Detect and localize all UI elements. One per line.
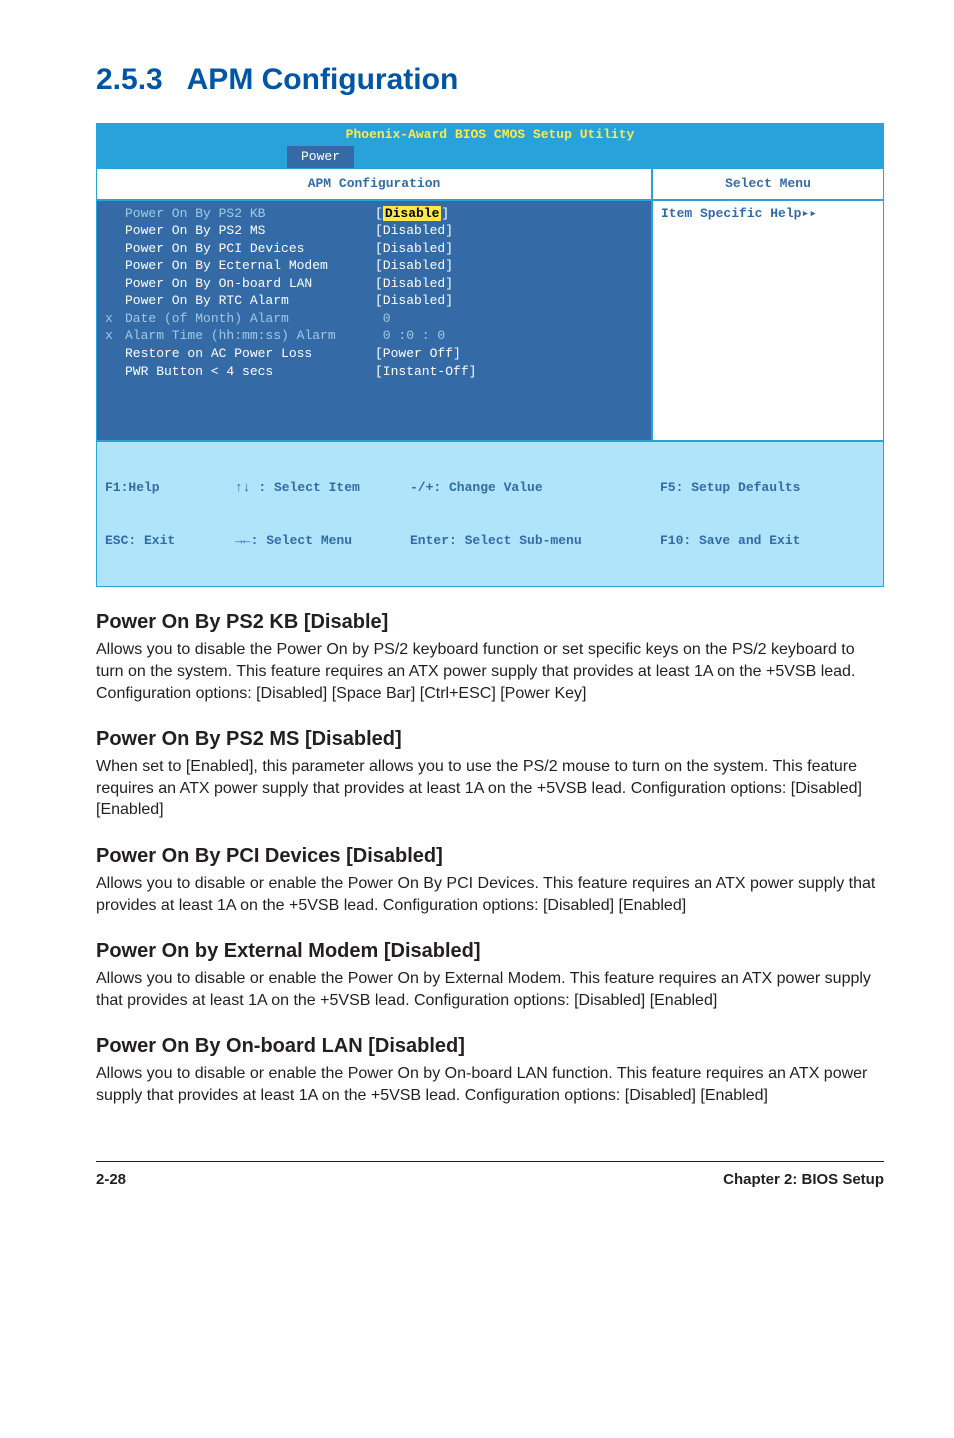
bios-right-pane: Select Menu Item Specific Help▸▸ [653,169,883,440]
page-footer: 2-28 Chapter 2: BIOS Setup [96,1161,884,1190]
bios-left-pane: APM Configuration Power On By PS2 KB[Dis… [97,169,653,440]
bios-row-value: 0 [375,310,643,328]
bios-screenshot: Phoenix-Award BIOS CMOS Setup Utility Po… [96,123,884,588]
bios-row-label: Power On By PCI Devices [125,240,375,258]
bios-setting-row: xAlarm Time (hh:mm:ss) Alarm 0 :0 : 0 [105,327,643,345]
bios-row-label: Restore on AC Power Loss [125,345,375,363]
footer-select-menu-hint: →←: Select Menu [235,532,410,550]
bios-row-marker [105,363,125,381]
bios-setting-row: Restore on AC Power Loss[Power Off] [105,345,643,363]
bios-footer-col1: F1:Help ESC: Exit [105,444,235,584]
subsection-body: Allows you to disable or enable the Powe… [96,873,884,916]
subsection-body: Allows you to disable or enable the Powe… [96,968,884,1011]
bios-row-label: Power On By Ecternal Modem [125,257,375,275]
bios-tab-bar: Power [97,145,883,167]
bios-setting-row: Power On By PS2 MS[Disabled] [105,222,643,240]
subsection-heading: Power On By PS2 MS [Disabled] [96,726,884,753]
bios-setting-row: Power On By PS2 KB[Disable] [105,205,643,223]
chapter-title: Chapter 2: BIOS Setup [723,1170,884,1190]
footer-enter-hint: Enter: Select Sub-menu [410,532,660,550]
bios-row-marker [105,275,125,293]
subsection-body: When set to [Enabled], this parameter al… [96,756,884,821]
bios-left-header: APM Configuration [97,169,651,201]
subsection-body: Allows you to disable the Power On by PS… [96,639,884,704]
bios-setting-row: Power On By On-board LAN[Disabled] [105,275,643,293]
bios-footer-col2: ↑↓ : Select Item →←: Select Menu [235,444,410,584]
section-heading: 2.5.3 APM Configuration [96,60,884,101]
bios-settings-list: Power On By PS2 KB[Disable]Power On By P… [97,201,651,440]
subsections-container: Power On By PS2 KB [Disable] Allows you t… [96,609,884,1106]
bios-row-value: [Disabled] [375,222,643,240]
bios-row-marker [105,345,125,363]
bios-highlighted-value: Disable [383,206,442,221]
bios-footer-col4: F5: Setup Defaults F10: Save and Exit [660,444,875,584]
subsection-body: Allows you to disable or enable the Powe… [96,1063,884,1106]
bios-row-label: Power On By RTC Alarm [125,292,375,310]
bios-setting-row: Power On By Ecternal Modem[Disabled] [105,257,643,275]
bios-row-label: PWR Button < 4 secs [125,363,375,381]
bios-setting-row: Power On By RTC Alarm[Disabled] [105,292,643,310]
bios-row-marker: x [105,327,125,345]
bios-setting-row: xDate (of Month) Alarm 0 [105,310,643,328]
bios-row-marker [105,257,125,275]
bios-window-title: Phoenix-Award BIOS CMOS Setup Utility [97,124,883,146]
section-title-text: APM Configuration [187,63,459,96]
bios-help-pane: Item Specific Help▸▸ [653,201,883,440]
bios-row-value: 0 :0 : 0 [375,327,643,345]
subsection-heading: Power On by External Modem [Disabled] [96,938,884,965]
bios-row-value: [Disable] [375,205,643,223]
page-number: 2-28 [96,1170,126,1190]
bios-row-value: [Disabled] [375,257,643,275]
help-arrows-icon: ▸▸ [801,206,817,221]
subsection-heading: Power On By PCI Devices [Disabled] [96,843,884,870]
bios-footer-col3: -/+: Change Value Enter: Select Sub-menu [410,444,660,584]
bios-active-tab: Power [287,146,354,168]
bios-row-value: [Disabled] [375,240,643,258]
footer-save-hint: F10: Save and Exit [660,532,875,550]
bios-row-value: [Power Off] [375,345,643,363]
bios-setting-row: Power On By PCI Devices[Disabled] [105,240,643,258]
footer-defaults-hint: F5: Setup Defaults [660,479,875,497]
footer-change-value-hint: -/+: Change Value [410,479,660,497]
footer-help-hint: F1:Help [105,479,235,497]
bios-setting-row: PWR Button < 4 secs[Instant-Off] [105,363,643,381]
bios-row-marker: x [105,310,125,328]
bios-row-value: [Instant-Off] [375,363,643,381]
footer-exit-hint: ESC: Exit [105,532,235,550]
bios-row-label: Power On By On-board LAN [125,275,375,293]
bios-row-marker [105,222,125,240]
bios-row-label: Power On By PS2 MS [125,222,375,240]
bios-row-label: Power On By PS2 KB [125,205,375,223]
subsection-heading: Power On By On-board LAN [Disabled] [96,1033,884,1060]
bios-footer: F1:Help ESC: Exit ↑↓ : Select Item →←: S… [97,442,883,586]
bios-row-label: Date (of Month) Alarm [125,310,375,328]
bios-row-marker [105,205,125,223]
bios-body: APM Configuration Power On By PS2 KB[Dis… [97,167,883,442]
footer-select-item-hint: ↑↓ : Select Item [235,479,410,497]
bios-row-value: [Disabled] [375,275,643,293]
bios-row-marker [105,292,125,310]
bios-row-marker [105,240,125,258]
bios-row-label: Alarm Time (hh:mm:ss) Alarm [125,327,375,345]
bios-help-text: Item Specific Help [661,206,801,221]
subsection-heading: Power On By PS2 KB [Disable] [96,609,884,636]
section-number: 2.5.3 [96,63,163,96]
bios-row-value: [Disabled] [375,292,643,310]
bios-right-header: Select Menu [653,169,883,201]
